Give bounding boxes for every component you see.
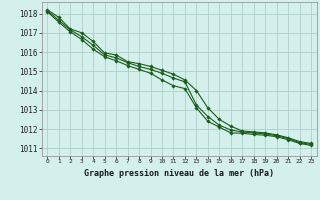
X-axis label: Graphe pression niveau de la mer (hPa): Graphe pression niveau de la mer (hPa) [84, 169, 274, 178]
